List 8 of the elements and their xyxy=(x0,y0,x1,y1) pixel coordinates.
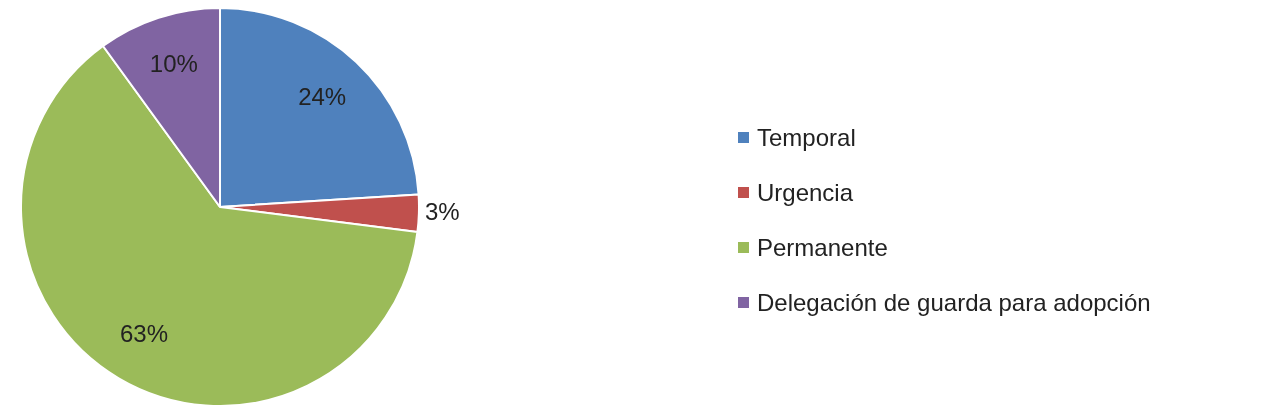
legend-label: Delegación de guarda para adopción xyxy=(757,288,1151,317)
legend-label: Temporal xyxy=(757,123,856,152)
legend-label: Permanente xyxy=(757,233,888,262)
data-label: 24% xyxy=(298,82,347,110)
data-label: 63% xyxy=(120,320,169,348)
legend-label: Urgencia xyxy=(757,178,854,207)
data-label: 10% xyxy=(149,49,198,77)
data-label: 3% xyxy=(424,197,460,225)
